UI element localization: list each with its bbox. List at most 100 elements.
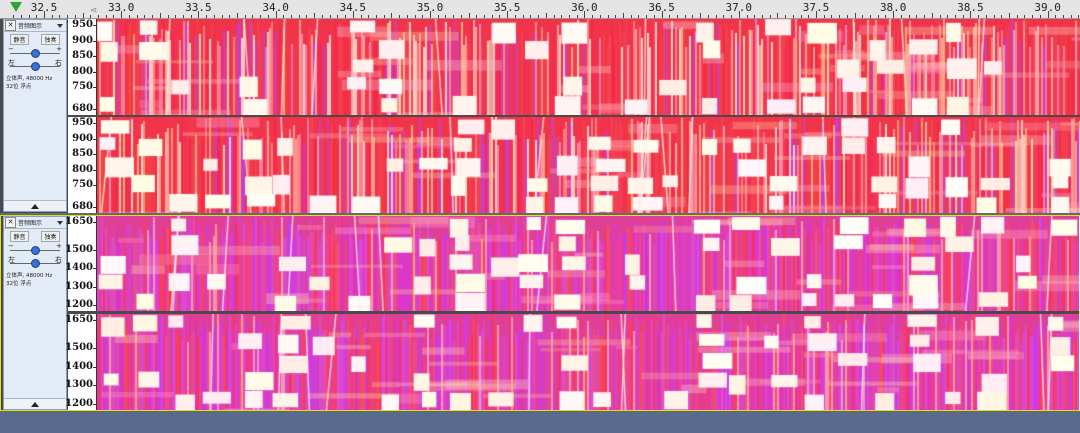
close-track-button[interactable]: ✕ — [5, 20, 16, 31]
gain-slider[interactable]: − + — [8, 242, 62, 255]
ruler-tick — [615, 15, 617, 18]
track-name-menu[interactable]: 音频图示 — [18, 220, 43, 227]
audio-track-2: ✕ 音频图示 静音 独奏 − + 左 右 立体声, 48000 Hz 32位 浮… — [0, 215, 1080, 411]
solo-button[interactable]: 独奏 — [41, 34, 60, 45]
track-name-menu[interactable]: 音频图示 — [18, 23, 43, 30]
ruler-tick-label: 36.0 — [571, 1, 598, 14]
ruler-tick — [44, 11, 45, 18]
ruler-tick — [406, 15, 408, 18]
mute-button[interactable]: 静音 — [10, 34, 29, 45]
frequency-ruler[interactable]: 950 900 850 800 750 680 — [68, 117, 97, 213]
ruler-tick-label: 39.0 — [1034, 1, 1061, 14]
spectrogram[interactable] — [97, 117, 1080, 213]
play-head-icon[interactable] — [10, 2, 22, 12]
ruler-tick — [514, 15, 516, 18]
gain-slider-knob[interactable] — [31, 246, 40, 255]
frequency-tick — [93, 404, 96, 405]
ruler-tick — [576, 15, 578, 18]
ruler-tick-label: 35.0 — [416, 1, 444, 14]
track-format-depth: 32位 浮点 — [6, 84, 32, 90]
pan-slider[interactable]: 左 右 — [8, 256, 62, 268]
collapse-arrow-icon — [31, 203, 39, 209]
gain-max-label: + — [56, 45, 62, 53]
ruler-tick — [20, 15, 22, 18]
ruler-tick — [329, 15, 331, 18]
ruler-tick — [190, 15, 192, 18]
ruler-tick — [399, 15, 401, 18]
ruler-tick — [36, 15, 38, 18]
gain-max-label: + — [56, 242, 62, 250]
ruler-tick — [754, 15, 756, 18]
ruler-tick — [646, 15, 648, 18]
frequency-tick-label: 1500 — [65, 243, 93, 255]
frequency-tick — [93, 366, 96, 368]
ruler-tick — [870, 15, 872, 18]
frequency-tick-label: 1200 — [65, 299, 93, 310]
channel-left[interactable]: 950 900 850 800 750 680 — [68, 19, 1080, 115]
frequency-tick — [93, 348, 96, 349]
ruler-tick — [1047, 11, 1049, 18]
frequency-tick — [93, 185, 96, 187]
ruler-tick — [283, 15, 285, 18]
ruler-tick — [229, 15, 231, 18]
ruler-tick — [623, 13, 624, 18]
ruler-tick — [499, 15, 501, 18]
pan-slider-knob[interactable] — [31, 259, 40, 268]
timeline-ruler[interactable]: ⋖ 32.5 33.0 33.5 34.0 34.5 35.0 35.5 36.0 36.5 37… — [0, 0, 1080, 19]
pan-slider[interactable]: 左 右 — [8, 59, 62, 71]
frequency-tick-label: 1300 — [65, 379, 93, 391]
frequency-ruler[interactable]: 950 900 850 800 750 680 — [68, 19, 97, 115]
channel-right[interactable]: 950 900 850 800 750 680 — [68, 117, 1080, 213]
ruler-tick — [970, 11, 972, 18]
ruler-tick — [638, 15, 640, 18]
solo-button[interactable]: 独奏 — [41, 231, 60, 242]
frequency-tick-label: 850 — [72, 148, 93, 160]
spectrogram[interactable] — [97, 314, 1079, 410]
ruler-tick — [661, 11, 663, 18]
ruler-tick — [545, 13, 547, 18]
frequency-tick-label: 1650 — [65, 216, 93, 227]
frequency-tick-label: 1200 — [65, 398, 93, 409]
spectrogram[interactable] — [97, 19, 1080, 115]
track-info: 立体声, 48000 Hz 32位 浮点 — [4, 269, 66, 288]
collapse-track-button[interactable] — [4, 200, 66, 211]
track-format-rate: 立体声, 48000 Hz — [6, 273, 53, 279]
ruler-tick — [445, 15, 447, 18]
loop-marker-icon: ⋖ — [90, 6, 98, 16]
track-control-panel: ✕ 音频图示 静音 独奏 − + 左 右 立体声, 48000 Hz 32位 浮… — [3, 216, 67, 410]
frequency-tick-label: 800 — [72, 65, 93, 77]
track-menu-dropdown-icon[interactable] — [57, 220, 63, 225]
spectrogram[interactable] — [97, 216, 1079, 311]
channel-right[interactable]: 1650 1500 1400 1300 1200 — [65, 314, 1080, 410]
frequency-ruler[interactable]: 1650 1500 1400 1300 1200 — [65, 314, 97, 410]
ruler-tick — [761, 15, 763, 18]
pan-slider-knob[interactable] — [31, 62, 40, 71]
gain-slider[interactable]: − + — [8, 45, 62, 58]
ruler-tick — [221, 15, 223, 18]
ruler-tick — [213, 15, 215, 18]
ruler-tick — [414, 15, 416, 18]
mute-button[interactable]: 静音 — [10, 231, 29, 242]
channel-left[interactable]: 1650 1500 1400 1300 1200 — [65, 216, 1080, 311]
ruler-tick — [684, 15, 686, 18]
frequency-tick-label: 900 — [72, 34, 93, 46]
track-menu-dropdown-icon[interactable] — [57, 23, 63, 28]
ruler-tick — [437, 15, 439, 18]
collapse-track-button[interactable] — [4, 398, 66, 409]
ruler-tick — [854, 13, 856, 18]
pan-right-label: 右 — [55, 59, 62, 67]
empty-track-area[interactable] — [0, 413, 1080, 433]
ruler-tick — [607, 15, 609, 18]
gain-slider-knob[interactable] — [31, 49, 40, 58]
ruler-tick — [113, 15, 115, 18]
ruler-tick — [74, 15, 76, 18]
frequency-tick — [93, 154, 96, 156]
close-track-button[interactable]: ✕ — [5, 217, 16, 228]
ruler-tick — [314, 13, 316, 18]
ruler-tick — [121, 11, 123, 18]
frequency-ruler[interactable]: 1650 1500 1400 1300 1200 — [65, 216, 97, 311]
frequency-tick — [93, 385, 96, 387]
frequency-tick — [93, 249, 96, 251]
frequency-tick — [93, 40, 96, 42]
ruler-tick — [105, 15, 107, 18]
